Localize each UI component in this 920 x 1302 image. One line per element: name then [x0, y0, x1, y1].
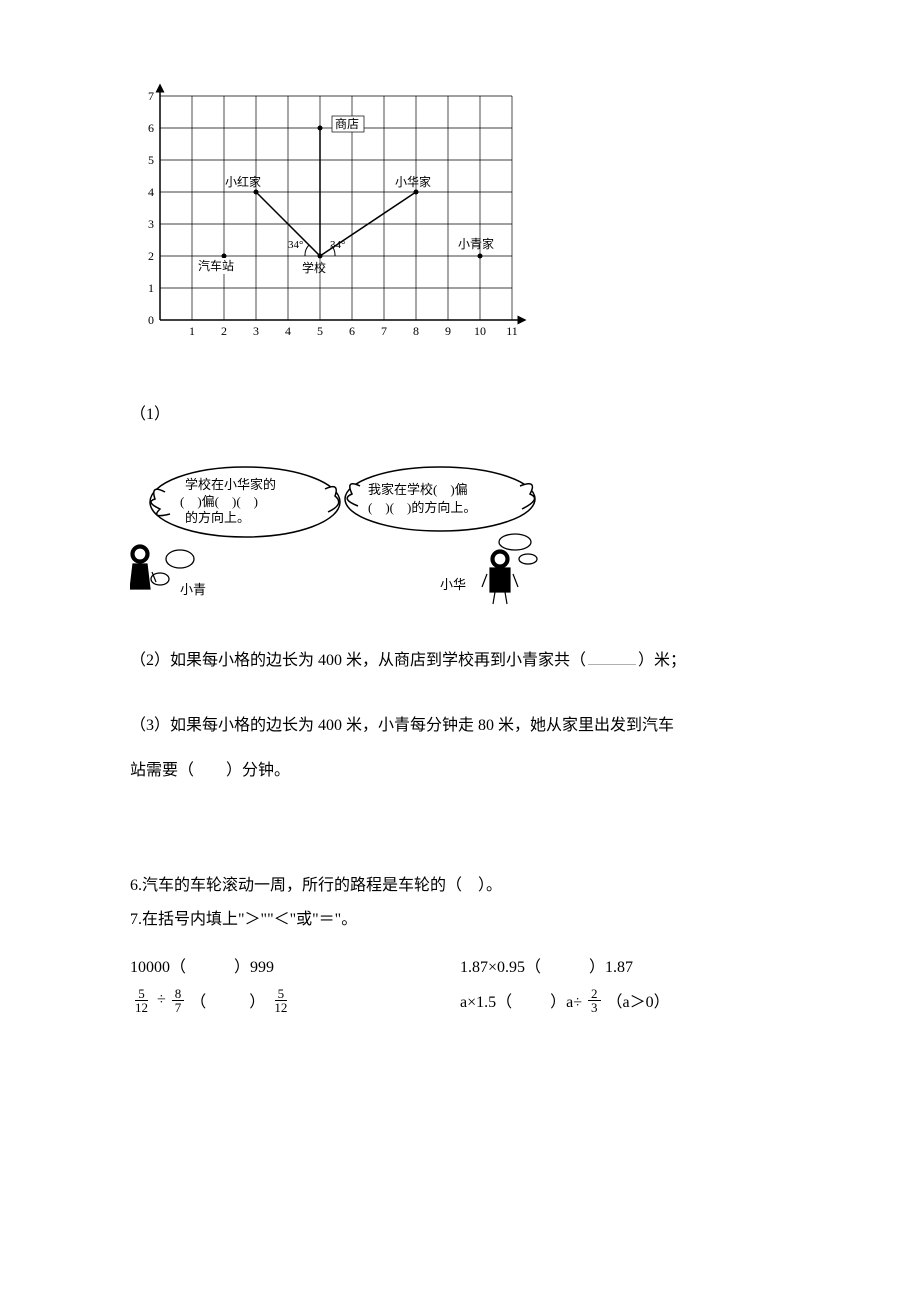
q2-text-a: （2）如果每小格的边长为 400 米，从商店到学校再到小青家共（: [130, 652, 586, 669]
compare-2-right: a×1.5（ ）a÷ 2 3 （a＞0）: [460, 987, 790, 1014]
c1l-a: 10000（: [130, 953, 186, 977]
svg-text:34°: 34°: [330, 239, 345, 251]
speech-bubble-section: 学校在小华家的 ( )偏( )( ) 的方向上。 小青 我家在学校( )偏 ( …: [130, 464, 560, 609]
frac-5-12b: 5 12: [271, 987, 290, 1014]
bubble-svg: 学校在小华家的 ( )偏( )( ) 的方向上。 小青 我家在学校( )偏 ( …: [130, 464, 560, 609]
svg-text:小华: 小华: [440, 577, 466, 592]
svg-text:34°: 34°: [288, 239, 303, 251]
svg-text:11: 11: [506, 324, 518, 338]
svg-text:3: 3: [253, 324, 259, 338]
svg-text:9: 9: [445, 324, 451, 338]
question-2: （2）如果每小格的边长为 400 米，从商店到学校再到小青家共（ ）米；: [130, 639, 790, 684]
question-6: 6.汽车的车轮滚动一周，所行的路程是车轮的（ ）。: [130, 873, 790, 899]
grid-svg: 0 1 2 3 4 5 6 7 1 2 3 4 5 6 7 8 9 10 11: [130, 80, 530, 350]
svg-text:4: 4: [148, 185, 154, 199]
compare-row-1: 10000（ ）999 1.87×0.95（ ）1.87: [130, 953, 790, 977]
c2r-a: a×1.5（: [460, 988, 512, 1012]
svg-text:( )偏( )( ): ( )偏( )( ): [180, 494, 258, 509]
svg-text:2: 2: [221, 324, 227, 338]
q3-line1: （3）如果每小格的边长为 400 米，小青每分钟走 80 米，她从家里出发到汽车: [130, 704, 790, 749]
svg-text:学校在小华家的: 学校在小华家的: [185, 477, 276, 492]
op-div: ÷: [157, 991, 166, 1009]
svg-text:0: 0: [148, 313, 154, 327]
svg-text:( )( )的方向上。: ( )( )的方向上。: [368, 500, 476, 515]
frac-8-7: 8 7: [172, 987, 185, 1014]
svg-text:我家在学校( )偏: 我家在学校( )偏: [368, 482, 468, 497]
svg-text:3: 3: [148, 217, 154, 231]
svg-text:小青: 小青: [180, 582, 206, 597]
svg-text:6: 6: [349, 324, 355, 338]
question-7: 7.在括号内填上"＞""＜"或"＝"。: [130, 907, 790, 933]
compare-1-left: 10000（ ）999: [130, 953, 460, 977]
svg-text:4: 4: [285, 324, 291, 338]
c1l-b: ）999: [234, 953, 274, 977]
svg-text:汽车站: 汽车站: [198, 258, 234, 273]
svg-text:商店: 商店: [335, 116, 359, 131]
c1r-a: 1.87×0.95（: [460, 953, 541, 977]
question-1-label: （1）: [130, 400, 790, 424]
svg-text:7: 7: [148, 89, 154, 103]
svg-text:小华家: 小华家: [395, 174, 431, 189]
svg-text:10: 10: [474, 324, 486, 338]
svg-text:5: 5: [148, 153, 154, 167]
paren-close: ）: [249, 988, 265, 1012]
svg-text:5: 5: [317, 324, 323, 338]
c2r-c: （a＞0）: [607, 988, 670, 1012]
compare-1-right: 1.87×0.95（ ）1.87: [460, 953, 790, 977]
svg-text:的方向上。: 的方向上。: [185, 510, 250, 525]
svg-text:2: 2: [148, 249, 154, 263]
svg-text:6: 6: [148, 121, 154, 135]
svg-text:学校: 学校: [302, 260, 326, 275]
question-3: （3）如果每小格的边长为 400 米，小青每分钟走 80 米，她从家里出发到汽车…: [130, 704, 790, 794]
paren-open: （: [190, 988, 206, 1012]
frac-2-3: 2 3: [588, 987, 601, 1014]
svg-text:小红家: 小红家: [225, 174, 261, 189]
svg-text:7: 7: [381, 324, 387, 338]
c1r-b: ）1.87: [589, 953, 633, 977]
compare-2-left: 5 12 ÷ 8 7 （ ） 5 12: [130, 987, 460, 1014]
svg-text:1: 1: [189, 324, 195, 338]
c2r-b: ）a÷: [550, 988, 582, 1012]
svg-text:8: 8: [413, 324, 419, 338]
coordinate-grid-chart: 0 1 2 3 4 5 6 7 1 2 3 4 5 6 7 8 9 10 11: [130, 80, 530, 350]
frac-5-12: 5 12: [132, 987, 151, 1014]
q2-text-b: ）米；: [638, 652, 686, 669]
q3-line2: 站需要（ ）分钟。: [130, 749, 790, 794]
svg-text:小青家: 小青家: [458, 236, 494, 251]
svg-text:1: 1: [148, 281, 154, 295]
compare-row-2: 5 12 ÷ 8 7 （ ） 5 12 a×1.5（ ）a÷ 2 3 （a＞0）: [130, 987, 790, 1014]
q2-blank[interactable]: [588, 649, 636, 665]
